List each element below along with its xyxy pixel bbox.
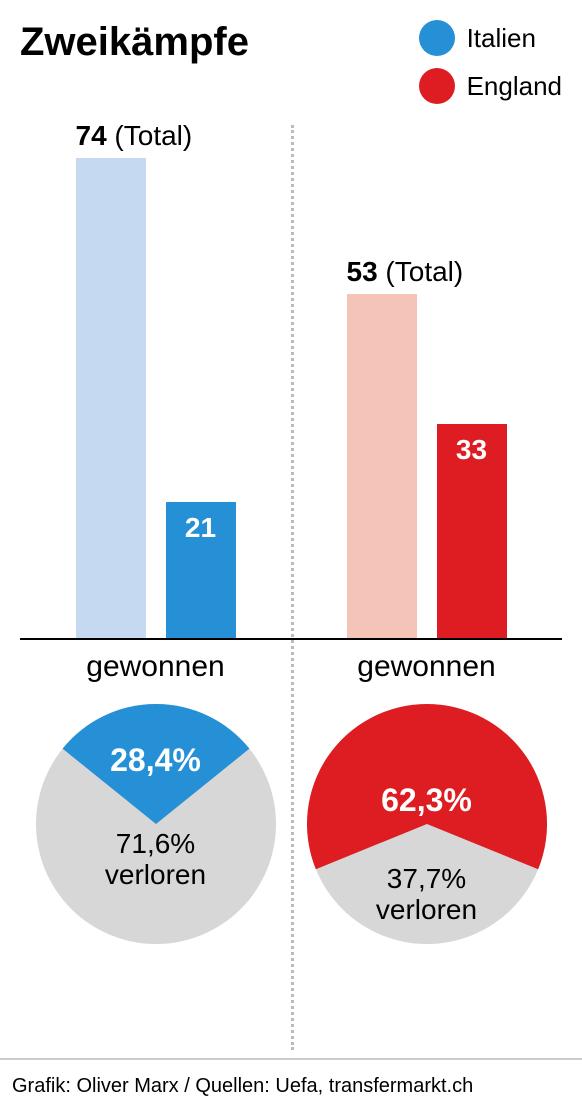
bar-italy-total-label: 74 (Total) (76, 120, 193, 152)
legend-label-italy: Italien (467, 23, 536, 54)
legend: Italien England (419, 20, 562, 104)
pie-england-won-label: 62,3% (307, 782, 547, 819)
legend-dot-italy (419, 20, 455, 56)
pie-england-lost-label: 37,7%verloren (307, 864, 547, 926)
pie-italy-lost-label: 71,6%verloren (36, 829, 276, 891)
legend-item-italy: Italien (419, 20, 562, 56)
pie-italy-won-label: 28,4% (36, 742, 276, 779)
pie-england-title: gewonnen (357, 650, 495, 684)
pie-england: gewonnen 62,3% 37,7%verloren (291, 650, 562, 944)
pie-italy-title: gewonnen (86, 650, 224, 684)
footer-credit: Grafik: Oliver Marx / Quellen: Uefa, tra… (12, 1075, 473, 1098)
bars-england: 53 (Total) 33 (291, 120, 562, 638)
legend-dot-england (419, 68, 455, 104)
bar-italy-won-label: 21 (166, 512, 236, 544)
legend-item-england: England (419, 68, 562, 104)
bar-england-won: 33 (437, 424, 507, 638)
footer-divider (0, 1058, 582, 1060)
bar-england-won-label: 33 (437, 434, 507, 466)
bar-italy-won: 21 (166, 502, 236, 638)
pie-section: gewonnen 28,4% 71,6%verloren gewonnen 62… (20, 650, 562, 944)
chart-title: Zweikämpfe (20, 20, 249, 65)
legend-label-england: England (467, 71, 562, 102)
bar-england-total-label: 53 (Total) (347, 256, 464, 288)
pie-italy-svg (36, 704, 276, 944)
pie-italy: gewonnen 28,4% 71,6%verloren (20, 650, 291, 944)
bar-england-total: 53 (Total) (347, 294, 417, 638)
bars-italy: 74 (Total) 21 (20, 120, 291, 638)
bar-italy-total: 74 (Total) (76, 158, 146, 638)
